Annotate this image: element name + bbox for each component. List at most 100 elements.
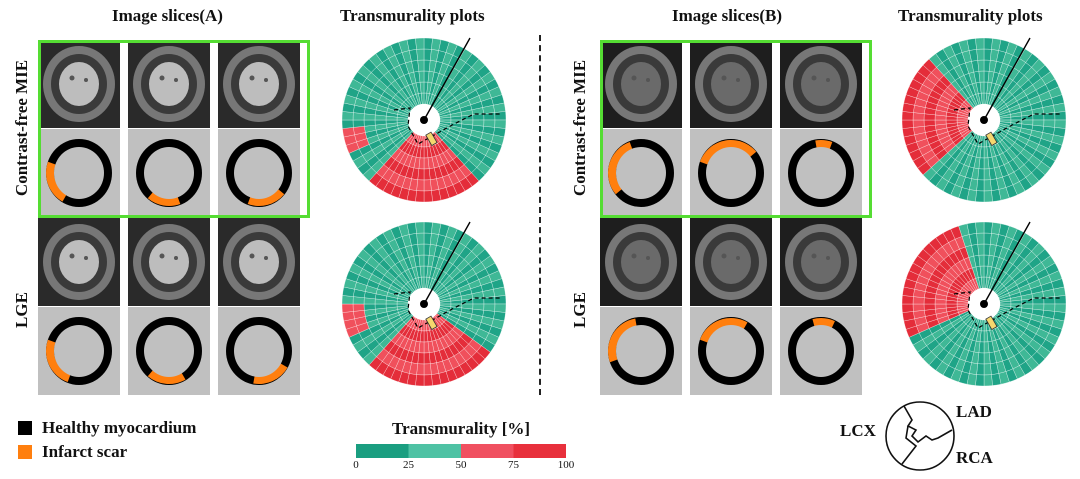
- healthy-swatch: [18, 421, 32, 435]
- direction-arrow-icon: [985, 315, 998, 331]
- vessel-label-rca: RCA: [956, 448, 993, 467]
- transmurality-sector: [494, 303, 507, 313]
- segmentation-tile: [780, 307, 862, 395]
- row-label-lge-a: LGE: [12, 292, 31, 328]
- vessel-label-lcx: LCX: [840, 421, 876, 440]
- segmentation-mask: [38, 129, 120, 217]
- transmurality-sector: [975, 374, 985, 387]
- legend-healthy-label: Healthy myocardium: [42, 418, 197, 437]
- highlight-box-a: [38, 40, 310, 218]
- mr-slice-image: [600, 40, 682, 128]
- image-slice-tile: [128, 40, 210, 128]
- transmurality-plot-mie-a: [341, 37, 507, 203]
- segmentation-tile: [690, 129, 772, 217]
- transmurality-sector: [983, 352, 991, 365]
- segmentation-mask: [690, 129, 772, 217]
- image-slice-tile: [128, 218, 210, 306]
- mr-slice-image: [38, 40, 120, 128]
- header-transmurality-plots-b: Transmurality plots: [898, 6, 1043, 25]
- transmurality-sector: [417, 243, 425, 256]
- image-slice-tile: [780, 218, 862, 306]
- colorbar-tick-label: 100: [557, 459, 575, 471]
- transmurality-sector: [415, 374, 425, 387]
- colorbar-segment: [408, 444, 461, 458]
- segmentation-mask: [780, 307, 862, 395]
- mr-slice-image: [218, 218, 300, 306]
- header-image-slices-a: Image slices(A): [112, 6, 223, 25]
- transmurality-sector: [417, 59, 425, 72]
- transmurality-sector: [1032, 113, 1045, 121]
- mr-slice-image: [128, 218, 210, 306]
- transmurality-sector: [1054, 303, 1067, 313]
- segmentation-tile: [600, 129, 682, 217]
- colorbar-tick-label: 50: [455, 459, 467, 471]
- segmentation-tile: [600, 307, 682, 395]
- vessel-label-lad: LAD: [956, 402, 992, 421]
- transmurality-sector: [415, 190, 425, 203]
- transmurality-sector: [983, 190, 993, 203]
- transmurality-sector: [923, 119, 936, 127]
- transmurality-sector: [423, 221, 433, 234]
- row-label-mie-a: Contrast-free MIE: [12, 59, 31, 197]
- segmentation-tile: [128, 129, 210, 217]
- image-slice-tile: [218, 40, 300, 128]
- mr-slice-image: [780, 218, 862, 306]
- segmentation-tile: [38, 129, 120, 217]
- transmurality-sector: [494, 119, 507, 129]
- transmurality-sector: [423, 374, 433, 387]
- transmurality-plot-lge-b: [901, 221, 1067, 387]
- image-slice-tile: [690, 218, 772, 306]
- transmurality-sector: [341, 119, 354, 129]
- transmurality-sector: [341, 303, 354, 313]
- segmentation-tile: [38, 307, 120, 395]
- legend-scar: Infarct scar: [18, 442, 127, 462]
- transmurality-sector: [983, 221, 993, 234]
- transmurality-sector: [423, 190, 433, 203]
- row-label-lge-b: LGE: [570, 292, 589, 328]
- direction-arrow-icon: [425, 131, 438, 147]
- transmurality-sector: [423, 363, 432, 376]
- transmurality-sector: [976, 232, 985, 245]
- transmurality-sector: [1032, 297, 1045, 305]
- segmentation-tile: [128, 307, 210, 395]
- transmurality-plot-lge-a: [341, 221, 507, 387]
- transmurality-sector: [975, 221, 985, 234]
- transmurality-sector: [983, 179, 992, 192]
- transmurality-sector: [977, 243, 985, 256]
- infarct-scar-region: [699, 140, 757, 165]
- segmentation-mask: [600, 129, 682, 217]
- transmurality-sector: [415, 37, 425, 50]
- transmurality-sector: [901, 295, 914, 305]
- panel-divider: [539, 35, 541, 395]
- segmentation-mask: [128, 307, 210, 395]
- transmurality-plot-mie-b: [901, 37, 1067, 203]
- segmentation-tile: [690, 307, 772, 395]
- colorbar-segment: [461, 444, 514, 458]
- row-label-mie-b: Contrast-free MIE: [570, 59, 589, 197]
- transmurality-sector: [352, 119, 365, 128]
- direction-arrow-icon: [425, 315, 438, 331]
- image-slice-tile: [38, 218, 120, 306]
- segmentation-mask: [128, 129, 210, 217]
- transmurality-sector: [901, 119, 914, 129]
- mr-slice-image: [780, 40, 862, 128]
- transmurality-sector: [901, 111, 914, 121]
- transmurality-sector: [976, 48, 985, 61]
- transmurality-sector: [363, 119, 376, 127]
- transmurality-sector: [1054, 295, 1067, 305]
- infarct-scar-region: [147, 192, 181, 206]
- header-transmurality-plots-a: Transmurality plots: [340, 6, 485, 25]
- transmurality-sector: [912, 119, 925, 128]
- transmurality-sector: [975, 37, 985, 50]
- colorbar-title: Transmurality [%]: [392, 419, 531, 438]
- infarct-scar-region: [608, 318, 637, 363]
- segmentation-tile: [780, 129, 862, 217]
- image-slice-tile: [38, 40, 120, 128]
- vessel-territory-diagram: [885, 401, 955, 471]
- transmurality-sector: [977, 59, 985, 72]
- transmurality-sector: [983, 37, 993, 50]
- scar-swatch: [18, 445, 32, 459]
- transmurality-sector: [423, 168, 431, 181]
- transmurality-sector: [901, 303, 914, 313]
